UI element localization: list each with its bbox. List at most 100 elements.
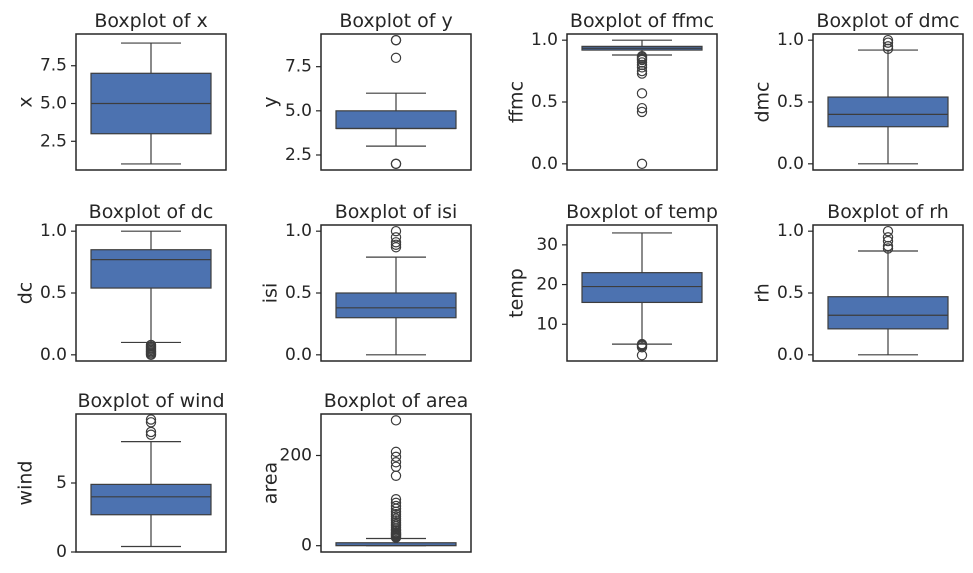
outlier-point <box>145 417 157 428</box>
outlier-point <box>636 338 648 350</box>
y-axis-label: temp <box>506 268 528 318</box>
subplot-title: Boxplot of y <box>339 10 452 32</box>
iqr-box <box>90 483 212 516</box>
subplot-title: Boxplot of area <box>324 390 469 412</box>
iqr-box <box>581 272 703 304</box>
outlier-point <box>390 446 402 458</box>
outlier-point <box>390 494 402 505</box>
outlier-point <box>390 457 402 468</box>
y-axis-label: ffmc <box>506 81 528 123</box>
outlier-point <box>882 225 894 237</box>
outlier-point <box>145 429 157 440</box>
subplot-temp: Boxplot of temp temp 10 20 30 <box>506 201 718 362</box>
subplot-y: Boxplot of y y 2.5 5.0 7.5 <box>260 10 472 171</box>
subplot-ffmc: Boxplot of ffmc ffmc 0.0 0.5 1.0 <box>506 10 718 174</box>
outlier-point <box>145 414 157 425</box>
iqr-box <box>335 110 457 130</box>
y-tick-label: 0.5 <box>285 283 312 303</box>
outlier-point <box>390 232 402 243</box>
subplot-area: Boxplot of area area 0 200 <box>260 390 472 556</box>
y-tick-label: 30 <box>536 235 558 255</box>
y-tick-label: 0 <box>56 542 67 562</box>
y-tick-label: 2.5 <box>40 131 67 151</box>
y-tick-label: 5 <box>56 473 67 493</box>
outlier-point <box>390 225 402 237</box>
outlier-point <box>390 158 402 170</box>
plot-frame <box>320 224 472 362</box>
outlier-point <box>390 239 402 250</box>
y-tick-label: 20 <box>536 275 558 295</box>
outlier-point <box>882 232 894 243</box>
outlier-point <box>882 41 894 52</box>
subplot-rh: Boxplot of rh rh 0.0 0.5 1.0 <box>752 201 964 365</box>
subplot-x: Boxplot of x x 2.5 5.0 7.5 <box>15 10 227 171</box>
plot-frame <box>75 413 227 553</box>
plot-frame <box>320 413 472 553</box>
plot-frame <box>812 224 964 362</box>
outlier-point <box>145 339 157 351</box>
subplot-title: Boxplot of wind <box>77 390 224 412</box>
y-tick-label: 0.0 <box>285 345 312 365</box>
outlier-point <box>882 34 894 46</box>
iqr-box <box>335 292 457 319</box>
iqr-box <box>827 296 949 330</box>
y-tick-label: 0.0 <box>777 154 804 174</box>
outlier-point <box>390 470 402 481</box>
plot-frame <box>566 33 718 171</box>
y-tick-label: 1.0 <box>777 221 804 241</box>
y-tick-label: 200 <box>280 445 312 465</box>
subplot-dc: Boxplot of dc dc 0.0 0.5 1.0 <box>15 201 227 365</box>
y-tick-label: 0.0 <box>777 345 804 365</box>
y-tick-label: 0.5 <box>40 283 67 303</box>
y-tick-label: 10 <box>536 314 558 334</box>
subplot-wind: Boxplot of wind wind 0 5 <box>15 390 227 562</box>
outlier-point <box>390 497 402 509</box>
outlier-point <box>390 52 402 64</box>
y-tick-label: 2.5 <box>285 145 312 165</box>
y-tick-label: 0.5 <box>777 92 804 112</box>
y-tick-label: 1.0 <box>531 30 558 50</box>
y-tick-label: 0.0 <box>531 154 558 174</box>
plot-frame <box>812 33 964 171</box>
y-tick-label: 7.5 <box>285 57 312 77</box>
y-tick-label: 7.5 <box>40 56 67 76</box>
plot-frame <box>566 224 718 362</box>
outlier-point <box>390 237 402 248</box>
y-tick-label: 0.0 <box>40 345 67 365</box>
y-axis-label: area <box>260 462 282 504</box>
y-tick-label: 0.5 <box>531 92 558 112</box>
outlier-point <box>882 235 894 247</box>
subplot-title: Boxplot of temp <box>566 201 718 223</box>
subplot-title: Boxplot of dmc <box>816 10 959 32</box>
subplot-title: Boxplot of dc <box>89 201 214 223</box>
plot-frame <box>320 33 472 171</box>
y-tick-label: 5.0 <box>285 101 312 121</box>
outlier-point <box>636 158 648 170</box>
outlier-point <box>390 34 402 46</box>
y-axis-label: y <box>260 96 282 107</box>
outlier-point <box>390 461 402 472</box>
y-axis-label: wind <box>15 461 37 506</box>
y-tick-label: 0 <box>301 536 312 556</box>
y-axis-label: x <box>15 96 37 107</box>
y-tick-label: 1.0 <box>40 221 67 241</box>
y-tick-label: 5.0 <box>40 94 67 114</box>
subplot-dmc: Boxplot of dmc dmc 0.0 0.5 1.0 <box>752 10 964 174</box>
y-axis-label: rh <box>752 283 774 303</box>
outlier-point <box>636 102 648 114</box>
subplot-title: Boxplot of rh <box>827 201 949 223</box>
plot-frame <box>75 224 227 362</box>
y-axis-label: dc <box>15 282 37 305</box>
outlier-point <box>390 500 402 512</box>
subplot-title: Boxplot of x <box>94 10 207 32</box>
y-tick-label: 1.0 <box>285 221 312 241</box>
y-axis-label: isi <box>260 283 282 303</box>
y-tick-label: 1.0 <box>777 30 804 50</box>
iqr-box <box>90 249 212 289</box>
outlier-point <box>390 242 402 253</box>
subplot-title: Boxplot of ffmc <box>570 10 714 32</box>
subplot-title: Boxplot of isi <box>335 201 458 223</box>
y-tick-label: 0.5 <box>777 283 804 303</box>
outlier-point <box>636 106 648 118</box>
